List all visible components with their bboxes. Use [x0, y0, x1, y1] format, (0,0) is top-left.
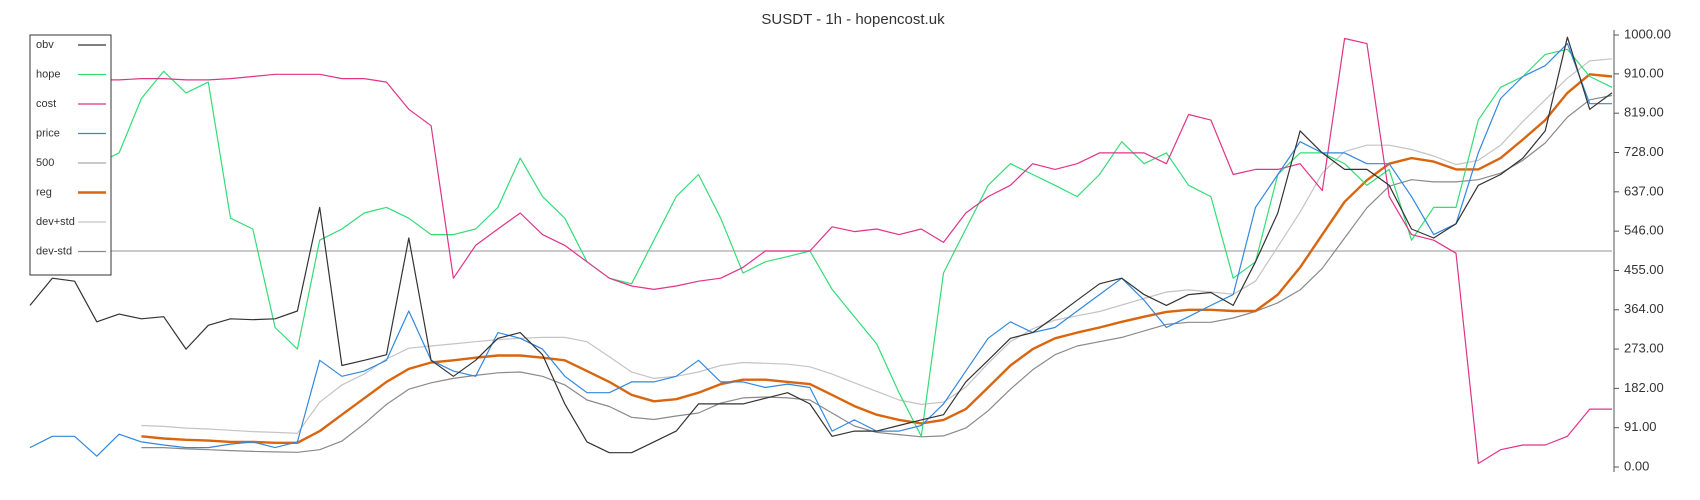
series-line	[29, 43, 1612, 457]
series-line	[141, 94, 1613, 453]
series-line	[29, 36, 1613, 454]
y-tick-label: 182.00	[1624, 380, 1664, 395]
y-tick-label: 637.00	[1624, 183, 1664, 198]
legend-label: price	[36, 127, 60, 139]
legend-label: cost	[36, 98, 56, 110]
legend-label: obv	[36, 39, 54, 51]
y-tick-label: 273.00	[1624, 341, 1664, 356]
y-tick-label: 91.00	[1624, 419, 1657, 434]
y-tick-label: 455.00	[1624, 262, 1664, 277]
series-line	[30, 48, 1613, 437]
y-tick-label: 546.00	[1624, 223, 1664, 238]
y-tick-label: 819.00	[1624, 105, 1664, 120]
series-line	[141, 73, 1613, 444]
y-tick-label: 728.00	[1624, 144, 1664, 159]
y-tick-label: 910.00	[1624, 65, 1664, 80]
legend-label: dev+std	[36, 216, 75, 228]
y-tick-label: 364.00	[1624, 301, 1664, 316]
chart-title: SUSDT - 1h - hopencost.uk	[761, 11, 945, 28]
series-line	[141, 58, 1613, 434]
y-tick-label: 1000.00	[1624, 26, 1671, 41]
legend-label: 500	[36, 157, 54, 169]
legend-label: reg	[36, 186, 52, 198]
y-tick-label: 0.00	[1624, 458, 1649, 473]
legend-label: hope	[36, 68, 60, 80]
series-line	[96, 37, 1612, 465]
legend-label: dev-std	[36, 245, 72, 257]
